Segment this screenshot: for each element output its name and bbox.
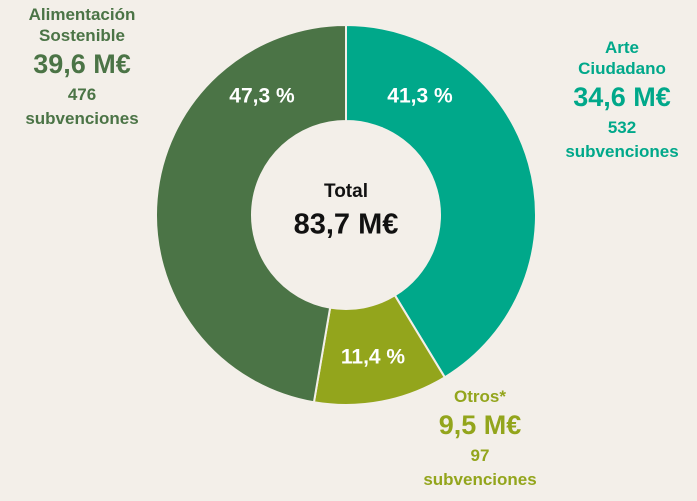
category-name: Alimentación Sostenible: [28, 5, 136, 45]
amount: 34,6 M€: [573, 82, 671, 112]
center-value: 83,7 M€: [294, 209, 399, 241]
percent-label: 41,3 %: [387, 85, 453, 108]
donut-segment: [155, 23, 347, 404]
donut: 41,3 % 11,4 % 47,3 %: [155, 23, 537, 406]
amount: 39,6 M€: [33, 49, 131, 79]
center-label: Total: [324, 181, 368, 202]
percent-label: 47,3 %: [229, 85, 295, 108]
category-name: Arte Ciudadano: [578, 38, 666, 78]
amount: 9,5 M€: [438, 410, 522, 440]
category-name: Otros*: [454, 387, 506, 406]
percent-label: 11,4 %: [341, 346, 406, 369]
grant-count: 476: [67, 85, 97, 104]
grant-count: 532: [607, 118, 637, 137]
category-block: Otros* 9,5 M€ 97 subvenciones: [423, 386, 536, 491]
category-block: Alimentación Sostenible 39,6 M€ 476 subvenc…: [7, 4, 157, 130]
grant-count: 97: [470, 446, 490, 465]
grant-unit: subvenciones: [565, 142, 679, 161]
grant-unit: subvenciones: [423, 470, 537, 489]
donut-segment: [345, 23, 537, 379]
category-block: Arte Ciudadano 34,6 M€ 532 subvenciones: [565, 37, 678, 163]
grant-unit: subvenciones: [25, 109, 139, 128]
